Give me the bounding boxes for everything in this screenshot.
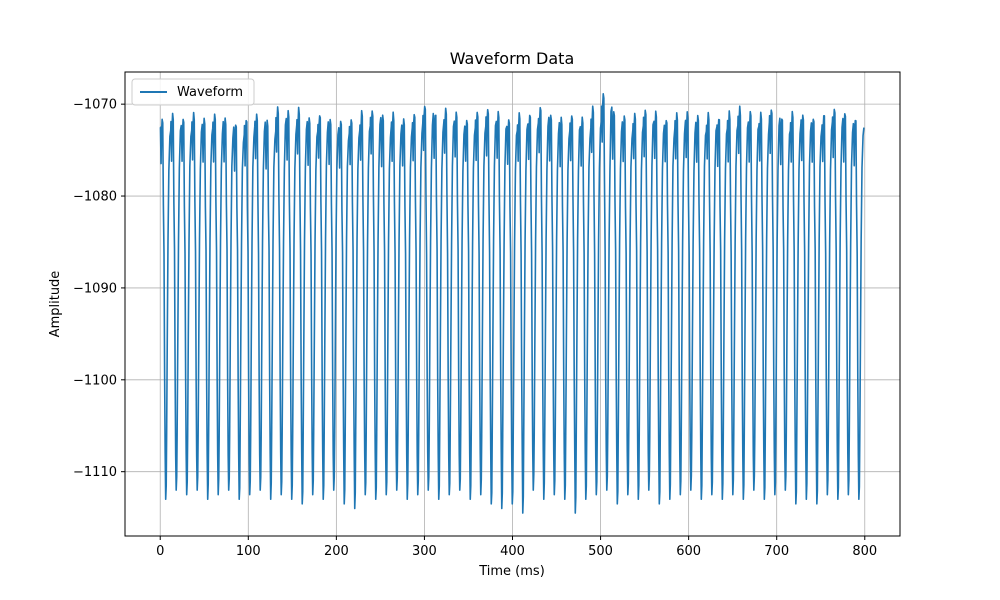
x-tick-label: 600	[676, 544, 701, 559]
legend-box	[131, 78, 255, 106]
x-tick-label: 0	[156, 544, 164, 559]
legend: Waveform	[131, 78, 255, 106]
y-tick-label: −1070	[73, 98, 117, 113]
y-tick-label: −1100	[73, 373, 117, 388]
chart-title: Waveform Data	[450, 49, 575, 68]
x-tick-label: 100	[236, 544, 261, 559]
legend-label-waveform: Waveform	[177, 85, 243, 100]
plot-area	[159, 93, 865, 514]
series-line-waveform	[159, 93, 865, 514]
x-axis-label: Time (ms)	[478, 564, 545, 579]
y-tick-label: −1080	[73, 190, 117, 205]
x-tick-label: 400	[500, 544, 525, 559]
x-tick-label: 500	[588, 544, 613, 559]
x-tick-label: 700	[764, 544, 789, 559]
x-axis: 0 100 200 300 400 500 600 700 800	[156, 536, 877, 559]
y-tick-label: −1090	[73, 281, 117, 296]
x-tick-label: 800	[852, 544, 877, 559]
x-tick-label: 300	[412, 544, 437, 559]
x-tick-label: 200	[324, 544, 349, 559]
y-tick-label: −1110	[73, 465, 117, 480]
y-axis: −1110 −1100 −1090 −1080 −1070	[73, 98, 125, 480]
y-axis-label: Amplitude	[48, 271, 63, 338]
